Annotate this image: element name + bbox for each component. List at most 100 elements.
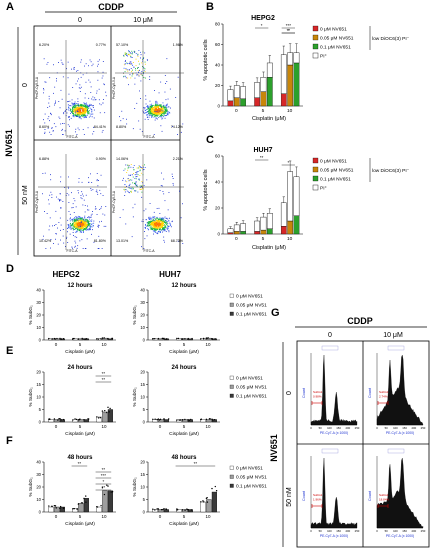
legend-label: 0 μM NV651 — [236, 376, 263, 382]
event-dot — [89, 103, 91, 105]
event-dot — [144, 61, 146, 63]
subg-bar — [206, 337, 212, 341]
event-dot — [95, 191, 97, 192]
event-dot — [84, 115, 86, 116]
event-dot — [155, 109, 157, 111]
event-dot — [67, 242, 69, 243]
event-dot — [72, 87, 74, 88]
event-dot — [81, 107, 83, 109]
event-dot — [155, 222, 157, 224]
event-dot — [162, 219, 163, 221]
quadrant-ur-value: 2.21% — [173, 157, 184, 161]
event-dot — [158, 111, 160, 113]
event-dot — [77, 108, 79, 110]
event-dot — [88, 229, 90, 231]
event-dot — [78, 114, 80, 116]
histogram-x-tick-label: 0 — [310, 529, 312, 533]
histogram-x-tick-label: 250 — [421, 426, 426, 430]
event-dot — [153, 224, 155, 226]
event-dot — [81, 220, 83, 222]
event-dot — [142, 188, 144, 190]
histogram-x-tick-label: 100 — [327, 529, 332, 533]
y-axis-label: PerCP-Cy5-5-A — [112, 190, 116, 213]
event-dot — [130, 56, 132, 57]
subg1-gate-value: 1.96% — [313, 498, 322, 502]
dna-histogram — [310, 354, 358, 426]
event-dot — [162, 110, 164, 112]
event-dot — [182, 203, 183, 205]
event-dot — [152, 105, 154, 107]
event-dot — [82, 109, 84, 111]
event-dot — [161, 219, 163, 221]
subg-bar — [78, 419, 84, 423]
event-dot — [59, 107, 61, 109]
event-dot — [157, 104, 159, 106]
event-dot — [80, 230, 82, 232]
event-dot — [89, 113, 91, 115]
event-dot — [62, 123, 63, 124]
event-dot — [72, 111, 74, 113]
event-dot — [86, 220, 88, 221]
replicate-dot — [62, 418, 65, 421]
y-tick-label: 0 — [39, 420, 42, 425]
event-dot — [159, 111, 161, 112]
event-dot — [129, 64, 131, 65]
event-dot — [48, 95, 50, 97]
replicate-dot — [107, 485, 109, 487]
replicate-dot — [214, 485, 216, 488]
event-dot — [80, 219, 81, 221]
event-dot — [54, 225, 55, 226]
event-dot — [154, 227, 156, 229]
event-dot — [159, 220, 160, 222]
replicate-dot — [187, 509, 190, 511]
event-dot — [156, 225, 158, 226]
event-dot — [66, 68, 67, 70]
event-dot — [164, 222, 166, 223]
event-dot — [82, 224, 84, 226]
event-dot — [90, 214, 92, 216]
subg-bar — [59, 338, 65, 341]
event-dot — [155, 110, 157, 112]
event-dot — [87, 221, 89, 223]
event-dot — [169, 112, 171, 114]
event-dot — [97, 60, 99, 62]
x-tick-label: 10 — [101, 342, 107, 347]
event-dot — [89, 228, 90, 230]
event-dot — [160, 225, 162, 226]
event-dot — [83, 227, 84, 228]
event-dot — [79, 104, 81, 106]
event-dot — [79, 87, 81, 89]
event-dot — [145, 208, 147, 210]
panel-g-row-title: NV651 — [269, 434, 279, 462]
subg-xlabel: Cisplatin (μM) — [65, 431, 95, 437]
event-dot — [156, 111, 157, 113]
event-dot — [83, 114, 84, 116]
event-dot — [149, 222, 151, 223]
event-dot — [68, 202, 70, 203]
event-dot — [163, 228, 164, 230]
event-dot — [88, 116, 90, 118]
event-dot — [138, 72, 140, 73]
event-dot — [91, 98, 93, 100]
event-dot — [162, 111, 164, 113]
event-dot — [141, 185, 143, 187]
event-dot — [148, 223, 149, 225]
event-dot — [77, 110, 78, 112]
legend-label: 0 μM NV651 — [236, 294, 263, 300]
event-dot — [164, 107, 166, 109]
event-dot — [50, 179, 52, 181]
event-dot — [65, 246, 66, 247]
event-dot — [75, 104, 76, 106]
histogram-x-tick-label: 50 — [385, 529, 389, 533]
event-dot — [132, 182, 134, 184]
event-dot — [102, 102, 104, 104]
event-dot — [92, 133, 94, 135]
subg-ylabel: % SubG₁ — [28, 305, 34, 325]
replicate-dot — [110, 491, 112, 493]
event-dot — [153, 226, 155, 228]
event-dot — [155, 112, 157, 114]
replicate-dot — [188, 419, 190, 421]
event-dot — [150, 228, 152, 230]
